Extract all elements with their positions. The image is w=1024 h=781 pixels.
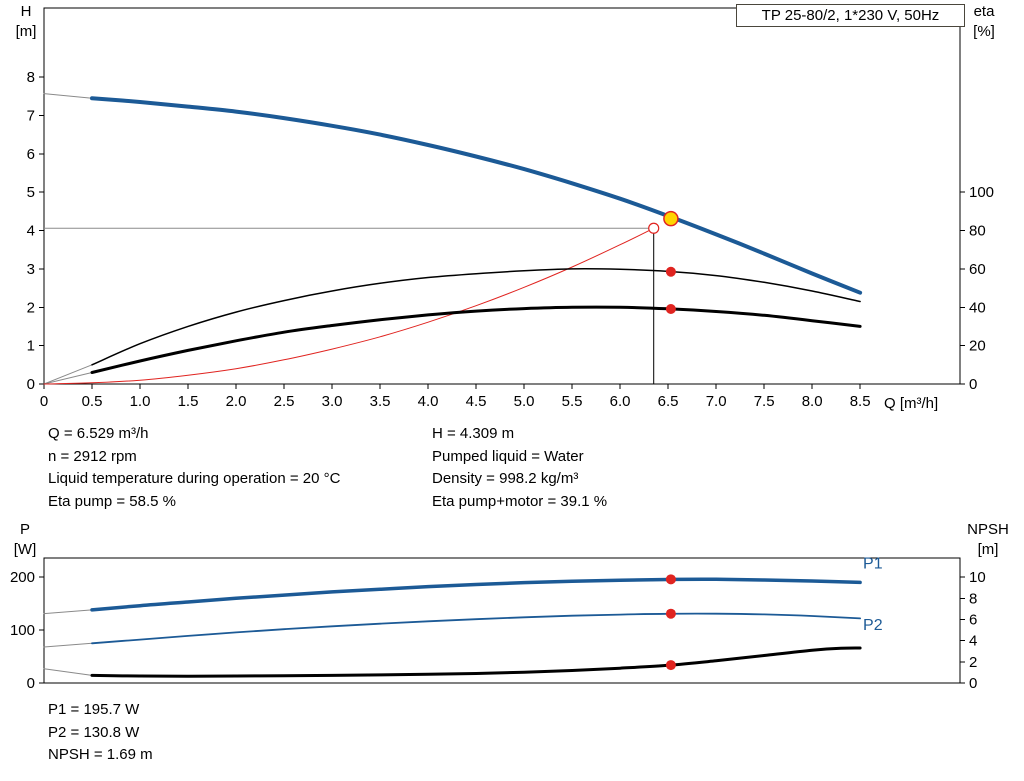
result-p2: P2 = 130.8 W xyxy=(48,723,140,741)
info-pumped-liquid: Pumped liquid = Water xyxy=(432,447,584,465)
y-left-axis-title: P xyxy=(20,521,30,538)
plot-border-1 xyxy=(43,557,961,684)
y-right-tick-label: 2 xyxy=(969,654,977,671)
x-tick-label: 3.5 xyxy=(370,393,391,410)
x-tick-label: 0 xyxy=(40,393,48,410)
result-npsh: NPSH = 1.69 m xyxy=(48,746,153,763)
y-left-tick-label: 0 xyxy=(27,675,35,692)
y-left-tick-label: 5 xyxy=(27,184,35,201)
y-left-axis-title: H xyxy=(21,3,32,20)
info-eta-pump: Eta pump = 58.5 % xyxy=(48,492,176,510)
x-axis-title: Q [m³/h] xyxy=(884,395,938,412)
result-p1: P1 = 195.7 W xyxy=(48,701,140,718)
y-right-tick-label: 8 xyxy=(969,590,977,607)
pump-curve-lead xyxy=(43,93,93,99)
y-right-tick-label: 60 xyxy=(969,261,986,278)
duty-point-open xyxy=(648,222,660,234)
y-left-tick-label: 3 xyxy=(27,261,35,278)
y-right-axis-title: [%] xyxy=(973,23,995,40)
npsh-curve xyxy=(90,646,862,678)
eta-pump-motor-point xyxy=(665,303,676,314)
p1-label: P1 xyxy=(863,556,883,573)
y-right-axis-title: NPSH xyxy=(967,521,1009,538)
y-left-tick-label: 4 xyxy=(27,223,35,240)
y-right-tick-label: 10 xyxy=(969,569,986,586)
duty-info-left-column: Q = 6.529 m³/h n = 2912 rpm Liquid tempe… xyxy=(48,423,340,513)
x-tick-label: 8.5 xyxy=(850,393,871,410)
eta-pump-curve xyxy=(91,268,861,366)
x-tick-label: 2.0 xyxy=(226,393,247,410)
y-left-tick-label: 0 xyxy=(27,376,35,393)
y-right-tick-label: 4 xyxy=(969,633,977,650)
eta-pump-point xyxy=(665,266,676,277)
y-left-tick-label: 200 xyxy=(10,569,35,586)
y-right-tick-label: 20 xyxy=(969,338,986,355)
x-tick-label: 5.5 xyxy=(562,393,583,410)
x-tick-label: 1.5 xyxy=(178,393,199,410)
eta-pump-motor-lead xyxy=(43,372,93,385)
duty-info-right-column: H = 4.309 m Pumped liquid = Water Densit… xyxy=(432,423,607,513)
eta-pump-motor-curve xyxy=(90,305,862,374)
x-tick-label: 8.0 xyxy=(802,393,823,410)
power-results-block: P1 = 195.7 W P2 = 130.8 W NPSH = 1.69 m xyxy=(48,699,153,767)
x-tick-label: 7.5 xyxy=(754,393,775,410)
y-right-tick-label: 80 xyxy=(969,223,986,240)
y-left-axis-title: [W] xyxy=(14,541,37,558)
info-liquid-temperature: Liquid temperature during operation = 20… xyxy=(48,470,341,487)
y-right-tick-label: 100 xyxy=(969,184,994,201)
x-tick-label: 1.0 xyxy=(130,393,151,410)
info-flow: Q = 6.529 m³/h xyxy=(48,425,149,442)
y-right-tick-label: 0 xyxy=(969,675,977,692)
operating-point xyxy=(663,210,679,227)
y-left-tick-label: 1 xyxy=(27,338,35,355)
p1-curve xyxy=(90,577,862,612)
y-right-axis-title: [m] xyxy=(978,541,999,558)
info-density: Density = 998.2 kg/m³ xyxy=(432,470,579,487)
info-speed: n = 2912 rpm xyxy=(48,447,137,465)
p1-lead xyxy=(43,609,93,615)
y-left-axis-title: [m] xyxy=(16,23,37,40)
p1-point xyxy=(665,574,676,585)
x-tick-label: 6.5 xyxy=(658,393,679,410)
npsh-point xyxy=(665,660,676,671)
x-tick-label: 2.5 xyxy=(274,393,295,410)
y-left-tick-label: 7 xyxy=(27,107,35,124)
pump-title: TP 25-80/2, 1*230 V, 50Hz xyxy=(761,7,940,24)
eta-pump-lead xyxy=(43,364,93,385)
plot-border-0 xyxy=(43,7,961,385)
pump-qh-curve xyxy=(90,96,863,295)
x-tick-label: 3.0 xyxy=(322,393,343,410)
x-tick-label: 6.0 xyxy=(610,393,631,410)
x-tick-label: 0.5 xyxy=(82,393,103,410)
p2-label: P2 xyxy=(863,617,883,634)
info-head: H = 4.309 m xyxy=(432,425,515,442)
x-tick-label: 4.0 xyxy=(418,393,439,410)
pump-title-box: TP 25-80/2, 1*230 V, 50Hz xyxy=(736,4,965,27)
y-right-tick-label: 0 xyxy=(969,376,977,393)
y-left-tick-label: 2 xyxy=(27,299,35,316)
y-left-tick-label: 6 xyxy=(27,146,35,163)
x-tick-label: 5.0 xyxy=(514,393,535,410)
p2-lead xyxy=(43,642,93,648)
info-eta-pump-motor: Eta pump+motor = 39.1 % xyxy=(432,492,608,510)
y-right-tick-label: 6 xyxy=(969,611,977,628)
p2-curve xyxy=(91,612,861,645)
y-left-tick-label: 8 xyxy=(27,69,35,86)
p2-point xyxy=(665,608,676,619)
y-left-tick-label: 100 xyxy=(10,622,35,639)
x-tick-label: 7.0 xyxy=(706,393,727,410)
npsh-lead xyxy=(43,668,93,676)
y-right-tick-label: 40 xyxy=(969,299,986,316)
x-tick-label: 4.5 xyxy=(466,393,487,410)
y-right-axis-title: eta xyxy=(974,3,996,20)
